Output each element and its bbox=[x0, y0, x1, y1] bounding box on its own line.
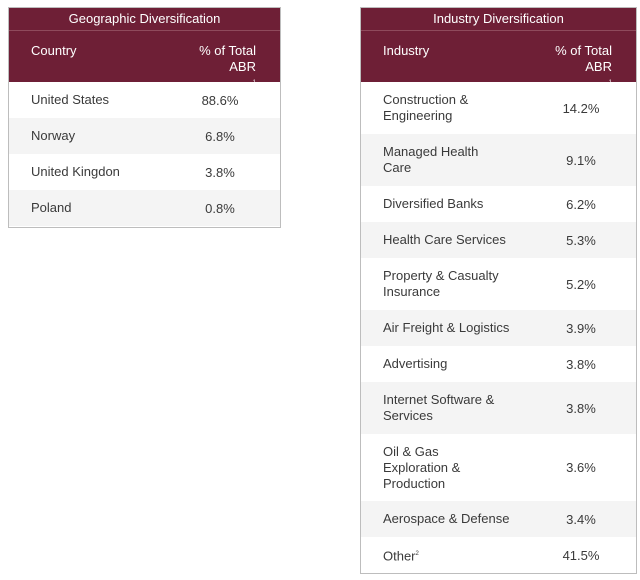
geographic-column-header: Country % of Total ABR 1 bbox=[9, 31, 280, 86]
table-row: Air Freight & Logistics 3.9% bbox=[361, 310, 636, 346]
abr-header-line2: ABR 1 bbox=[146, 59, 256, 91]
table-row: Oil & Gas Exploration & Production 3.6% bbox=[361, 434, 636, 501]
industry-cell: Oil & Gas Exploration & Production bbox=[383, 443, 461, 491]
industry-cell: Diversified Banks bbox=[383, 196, 484, 211]
abr-value-cell: 3.8% bbox=[566, 400, 596, 416]
table-row: Norway 6.8% bbox=[9, 118, 280, 154]
industry-cell: Internet Software & Services bbox=[383, 392, 495, 423]
industry-table-title: Industry Diversification bbox=[361, 8, 636, 31]
country-cell: Poland bbox=[31, 200, 72, 215]
geographic-table-title: Geographic Diversification bbox=[9, 8, 280, 31]
footnote-1-marker: 1 bbox=[252, 80, 256, 86]
industry-name-column-header: Industry bbox=[383, 43, 430, 58]
country-column-header: Country bbox=[31, 43, 77, 58]
country-cell: Norway bbox=[31, 128, 76, 143]
country-cell: United States bbox=[31, 92, 110, 107]
table-row: Poland 0.8% bbox=[9, 190, 280, 226]
abr-value-cell: 9.1% bbox=[566, 152, 596, 168]
industry-cell: Other2 bbox=[383, 548, 419, 564]
table-row: Advertising 3.8% bbox=[361, 346, 636, 382]
abr-value-cell: 6.8% bbox=[205, 128, 235, 144]
abr-value-cell: 41.5% bbox=[562, 547, 600, 563]
industry-cell: Managed Health Care bbox=[383, 144, 479, 175]
table-row: United Kingdon 3.8% bbox=[9, 154, 280, 190]
abr-value-cell: 0.8% bbox=[205, 200, 235, 216]
abr-value-cell: 88.6% bbox=[201, 92, 239, 108]
table-row: Aerospace & Defense 3.4% bbox=[361, 501, 636, 537]
table-row: Other2 41.5% bbox=[361, 537, 636, 573]
abr-value-cell: 3.8% bbox=[205, 164, 235, 180]
abr-value-cell: 5.2% bbox=[566, 276, 596, 292]
abr-value-cell: 3.4% bbox=[566, 511, 596, 527]
industry-cell: Advertising bbox=[383, 356, 448, 371]
abr-value-cell: 6.2% bbox=[566, 196, 596, 212]
abr-value-cell: 3.9% bbox=[566, 320, 596, 336]
abr-value-cell: 3.6% bbox=[566, 460, 596, 475]
industry-cell: Health Care Services bbox=[383, 232, 506, 247]
geographic-abr-column-header: % of Total ABR 1 bbox=[146, 43, 280, 86]
table-row: Health Care Services 5.3% bbox=[361, 222, 636, 258]
industry-diversification-table: Industry Diversification Industry % of T… bbox=[360, 7, 637, 574]
table-row: Diversified Banks 6.2% bbox=[361, 186, 636, 222]
abr-header-line2: ABR 1 bbox=[502, 59, 612, 91]
abr-value-cell: 5.3% bbox=[566, 232, 596, 248]
footnote-1-marker: 1 bbox=[608, 80, 612, 86]
abr-value-cell: 14.2% bbox=[562, 100, 600, 116]
country-cell: United Kingdon bbox=[31, 164, 120, 179]
industry-abr-column-header: % of Total ABR 1 bbox=[502, 43, 636, 86]
industry-cell: Property & Casualty Insurance bbox=[383, 268, 499, 299]
abr-header-line1: % of Total bbox=[555, 43, 612, 58]
table-row: Managed Health Care 9.1% bbox=[361, 134, 636, 186]
table-row: Internet Software & Services 3.8% bbox=[361, 382, 636, 434]
industry-cell: Construction & Engineering bbox=[383, 92, 469, 123]
geographic-diversification-table: Geographic Diversification Country % of … bbox=[8, 7, 281, 228]
table-row: United States 88.6% bbox=[9, 82, 280, 118]
industry-column-header: Industry % of Total ABR 1 bbox=[361, 31, 636, 86]
industry-cell: Aerospace & Defense bbox=[383, 511, 510, 526]
table-row: Property & Casualty Insurance 5.2% bbox=[361, 258, 636, 310]
abr-header-line1: % of Total bbox=[199, 43, 256, 58]
abr-value-cell: 3.8% bbox=[566, 356, 596, 372]
table-row: Construction & Engineering 14.2% bbox=[361, 82, 636, 134]
footnote-2-marker: 2 bbox=[415, 550, 419, 557]
industry-cell: Air Freight & Logistics bbox=[383, 320, 510, 335]
